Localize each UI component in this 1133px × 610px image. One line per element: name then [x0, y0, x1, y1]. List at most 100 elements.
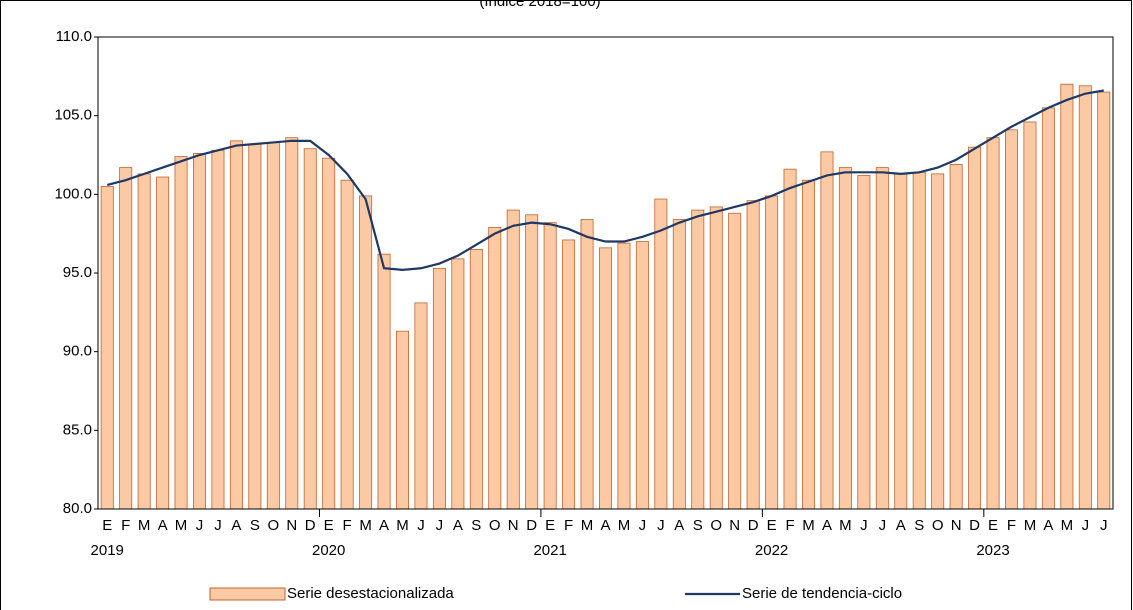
x-tick-label: J — [860, 517, 868, 534]
bar — [469, 248, 483, 510]
bar — [322, 157, 336, 510]
x-tick-label: M — [1024, 517, 1037, 534]
x-tick-label: A — [600, 517, 610, 534]
bar — [654, 198, 668, 510]
bar — [488, 226, 502, 510]
bar — [1005, 129, 1018, 510]
bar — [1023, 121, 1037, 510]
x-tick-label: D — [305, 517, 316, 534]
year-label: 2022 — [755, 542, 788, 559]
x-tick-label: A — [1043, 517, 1053, 534]
bar — [820, 151, 834, 510]
plot-frame — [97, 36, 1114, 510]
bar — [100, 186, 114, 510]
x-tick-label: N — [508, 517, 519, 534]
x-tick-label: A — [453, 517, 463, 534]
bar — [285, 137, 299, 510]
x-tick-label: M — [396, 517, 409, 534]
y-tick-label: 100.0 — [54, 185, 92, 202]
x-tick-label: D — [969, 517, 980, 534]
x-tick-label: J — [1082, 517, 1090, 534]
legend-label: Serie desestacionalizada — [287, 585, 454, 602]
x-tick-label: M — [802, 517, 815, 534]
bar — [432, 267, 446, 510]
x-tick-label: A — [674, 517, 684, 534]
x-tick-label: N — [729, 517, 740, 534]
year-label: 2021 — [533, 542, 566, 559]
y-tick-label: 95.0 — [63, 264, 92, 281]
y-tick-label: 105.0 — [54, 107, 92, 124]
x-tick-label: M — [618, 517, 631, 534]
bar — [525, 214, 539, 510]
bar — [765, 195, 779, 510]
bar — [746, 200, 760, 510]
x-tick-label: F — [564, 517, 573, 534]
x-tick-label: A — [822, 517, 832, 534]
bar — [931, 173, 945, 510]
x-tick-label: M — [839, 517, 852, 534]
bar — [414, 302, 428, 510]
x-tick-label: M — [581, 517, 594, 534]
x-tick-label: J — [436, 517, 444, 534]
x-tick-label: J — [196, 517, 204, 534]
y-tick-label: 85.0 — [63, 421, 92, 438]
bar — [156, 176, 170, 510]
x-tick-label: O — [710, 517, 722, 534]
year-label: 2023 — [976, 542, 1009, 559]
bar — [266, 142, 280, 510]
bar — [691, 209, 705, 510]
bar — [986, 137, 1000, 510]
x-tick-label: N — [951, 517, 962, 534]
x-tick-label: O — [489, 517, 501, 534]
x-tick-label: F — [343, 517, 352, 534]
x-tick-label: N — [286, 517, 297, 534]
bar — [949, 164, 963, 510]
bar — [451, 258, 465, 510]
bar — [1060, 83, 1074, 510]
x-tick-label: M — [138, 517, 151, 534]
bar — [119, 167, 133, 510]
x-tick-label: F — [785, 517, 794, 534]
bar — [193, 153, 206, 510]
x-tick-label: E — [545, 517, 555, 534]
x-tick-label: E — [988, 517, 998, 534]
bar — [1041, 107, 1055, 510]
bar — [174, 156, 188, 510]
x-tick-label: O — [932, 517, 944, 534]
x-tick-label: A — [896, 517, 906, 534]
bar — [617, 242, 631, 510]
bar — [543, 222, 557, 510]
x-tick-label: J — [1100, 517, 1108, 534]
legend-label: Serie de tendencia-ciclo — [742, 585, 902, 602]
bar — [359, 195, 373, 510]
trend-line — [106, 89, 1104, 271]
bar — [506, 209, 520, 510]
x-tick-label: E — [102, 517, 112, 534]
x-tick-label: A — [158, 517, 168, 534]
bar — [248, 143, 262, 510]
bar — [783, 168, 797, 510]
x-tick-label: M — [359, 517, 372, 534]
bar — [580, 219, 594, 510]
x-tick-label: D — [748, 517, 759, 534]
year-label: 2020 — [312, 542, 345, 559]
x-tick-label: J — [879, 517, 887, 534]
bar — [857, 175, 871, 510]
bar — [211, 149, 225, 510]
x-tick-label: E — [324, 517, 334, 534]
bar — [303, 148, 317, 510]
y-tick-label: 90.0 — [63, 343, 92, 360]
y-tick-label: 110.0 — [56, 28, 92, 45]
bar — [912, 171, 926, 510]
bar — [340, 179, 354, 510]
bar — [672, 219, 686, 510]
bar — [229, 140, 243, 510]
year-label: 2019 — [91, 542, 124, 559]
x-tick-label: J — [214, 517, 222, 534]
bar — [875, 167, 889, 510]
x-tick-label: S — [471, 517, 481, 534]
x-tick-label: A — [231, 517, 241, 534]
x-tick-label: D — [526, 517, 537, 534]
